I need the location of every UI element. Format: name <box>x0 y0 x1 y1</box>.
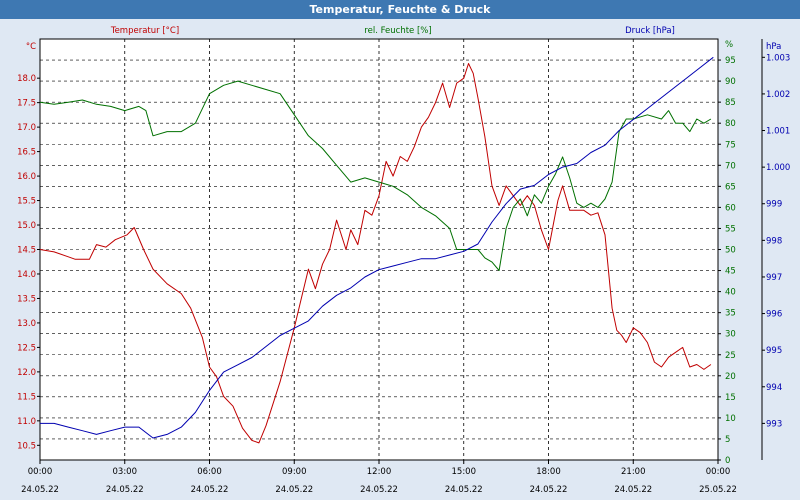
pressure-tick-label: 995 <box>766 346 782 356</box>
x-tick-time: 00:00 <box>28 467 53 477</box>
humidity-tick-label: 80 <box>725 119 736 129</box>
x-tick-date: 24.05.22 <box>21 485 59 495</box>
humidity-tick-label: 50 <box>725 246 736 256</box>
pressure-tick-label: 993 <box>766 419 782 429</box>
humidity-tick-label: 20 <box>725 372 736 382</box>
humidity-tick-label: 10 <box>725 414 736 424</box>
temperature-unit: °C <box>26 42 36 52</box>
humidity-tick-label: 5 <box>725 435 730 445</box>
humidity-tick-label: 40 <box>725 288 736 298</box>
x-tick-date: 24.05.22 <box>445 485 483 495</box>
humidity-unit: % <box>725 40 733 50</box>
humidity-tick-label: 95 <box>725 56 736 66</box>
temperature-tick-label: 11.5 <box>17 392 36 402</box>
pressure-tick-label: 999 <box>766 200 782 210</box>
humidity-tick-label: 15 <box>725 393 736 403</box>
x-tick-date: 24.05.22 <box>530 485 568 495</box>
chart: 00:00 24.05.22 03:00 24.05.22 06:00 24.05.22 0… <box>17 26 790 495</box>
x-tick-time: 03:00 <box>113 467 138 477</box>
x-tick-date: 24.05.22 <box>360 485 398 495</box>
x-tick-time: 21:00 <box>621 467 646 477</box>
x-tick-time: 15:00 <box>452 467 477 477</box>
x-tick-date: 24.05.22 <box>191 485 229 495</box>
temperature-tick-label: 11.0 <box>17 417 36 427</box>
humidity-tick-label: 70 <box>725 161 736 171</box>
temperature-tick-label: 16.0 <box>17 172 36 182</box>
temperature-tick-label: 16.5 <box>17 148 36 158</box>
temperature-tick-label: 14.5 <box>17 246 36 256</box>
pressure-tick-label: 1.002 <box>766 90 790 100</box>
pressure-tick-label: 998 <box>766 236 782 246</box>
pressure-tick-label: 994 <box>766 383 782 393</box>
axis-labels: 00:00 24.05.22 03:00 24.05.22 06:00 24.05.22 0… <box>17 26 790 495</box>
temperature-tick-label: 12.0 <box>17 368 36 378</box>
humidity-tick-label: 45 <box>725 267 736 277</box>
x-tick-date: 24.05.22 <box>614 485 652 495</box>
temperature-tick-label: 12.5 <box>17 343 36 353</box>
x-tick-date: 24.05.22 <box>275 485 313 495</box>
pressure-unit: hPa <box>766 42 781 52</box>
humidity-tick-label: 55 <box>725 224 736 234</box>
temperature-tick-label: 13.0 <box>17 319 36 329</box>
humidity-tick-label: 30 <box>725 330 736 340</box>
humidity-tick-label: 65 <box>725 182 736 192</box>
pressure-tick-label: 1.001 <box>766 127 790 137</box>
x-tick-time: 12:00 <box>367 467 392 477</box>
temperature-tick-label: 18.0 <box>17 74 36 84</box>
humidity-tick-label: 60 <box>725 203 736 213</box>
humidity-tick-label: 0 <box>725 456 730 466</box>
x-tick-date: 25.05.22 <box>699 485 737 495</box>
temperature-tick-label: 14.0 <box>17 270 36 280</box>
pressure-tick-label: 997 <box>766 273 782 283</box>
temperature-tick-label: 15.5 <box>17 197 36 207</box>
window-title: Temperatur, Feuchte & Druck <box>0 0 800 19</box>
humidity-tick-label: 25 <box>725 351 736 361</box>
temperature-tick-label: 10.5 <box>17 441 36 451</box>
x-tick-time: 06:00 <box>197 467 222 477</box>
x-tick-date: 24.05.22 <box>106 485 144 495</box>
pressure-tick-label: 996 <box>766 310 782 320</box>
temperature-line <box>39 63 712 444</box>
x-tick-time: 00:00 <box>706 467 731 477</box>
x-tick-time: 18:00 <box>536 467 561 477</box>
humidity-tick-label: 75 <box>725 140 736 150</box>
humidity-tick-label: 35 <box>725 309 736 319</box>
temperature-tick-label: 17.5 <box>17 99 36 109</box>
x-tick-time: 09:00 <box>282 467 307 477</box>
pressure-tick-label: 1.000 <box>766 163 790 173</box>
humidity-axis-title: rel. Feuchte [%] <box>364 26 431 36</box>
temperature-tick-label: 15.0 <box>17 221 36 231</box>
pressure-axis-title: Druck [hPa] <box>625 26 675 36</box>
series-lines <box>39 56 714 444</box>
temperature-axis-title: Temperatur [°C] <box>110 26 179 36</box>
pressure-tick-label: 1.003 <box>766 53 790 63</box>
temperature-tick-label: 13.5 <box>17 294 36 304</box>
humidity-tick-label: 90 <box>725 77 736 87</box>
temperature-tick-label: 17.0 <box>17 123 36 133</box>
humidity-tick-label: 85 <box>725 98 736 108</box>
pressure-line <box>40 56 714 439</box>
